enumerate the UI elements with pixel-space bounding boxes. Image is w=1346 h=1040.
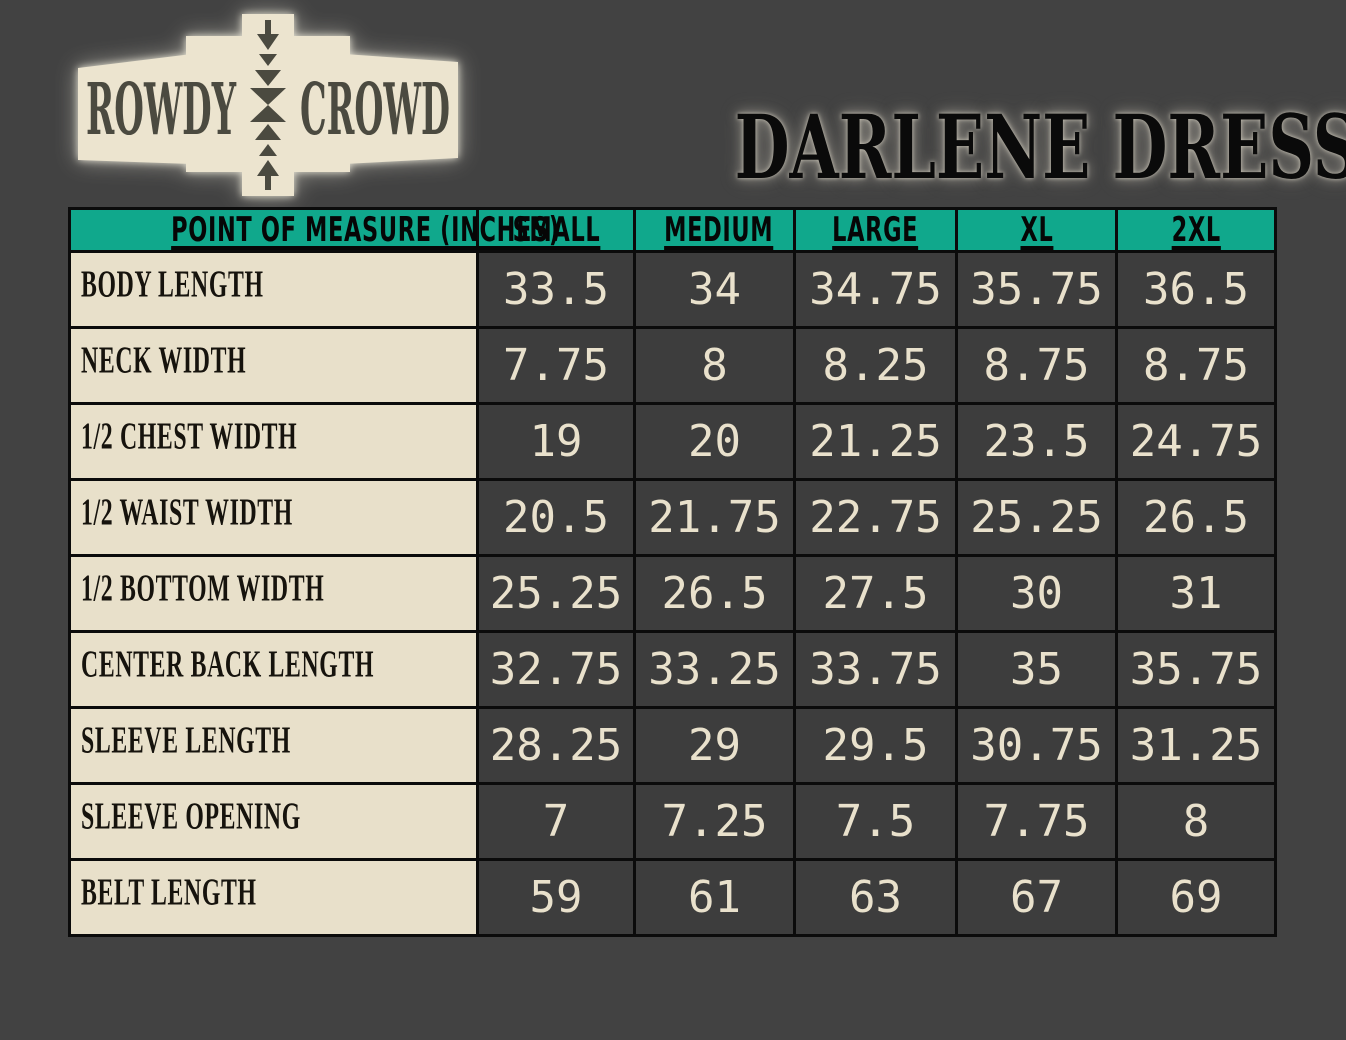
measure-label: NECK WIDTH <box>81 339 247 382</box>
logo-arrow-motif-icon <box>250 20 286 190</box>
size-value-cell: 25.25 <box>476 554 636 633</box>
measure-label-cell: NECK WIDTH <box>68 326 479 405</box>
size-value-cell: 7.75 <box>476 326 636 405</box>
size-value-cell: 7.5 <box>793 782 958 861</box>
column-header-label: MEDIUM <box>664 210 774 250</box>
table-row-half-bottom-width: 1/2 BOTTOM WIDTH 25.25 26.5 27.5 30 31 <box>68 554 1277 633</box>
size-chart-body: BODY LENGTH 33.5 34 34.75 35.75 36.5 NEC… <box>68 250 1277 937</box>
measure-label: 1/2 CHEST WIDTH <box>81 415 298 458</box>
size-value-cell: 30 <box>955 554 1118 633</box>
measure-label: SLEEVE LENGTH <box>81 719 291 762</box>
size-value-cell: 20 <box>633 402 796 481</box>
size-value-cell: 22.75 <box>793 478 958 557</box>
size-value-cell: 8 <box>1115 782 1277 861</box>
size-value-cell: 19 <box>476 402 636 481</box>
column-header-small: SMALL <box>476 207 636 253</box>
size-value-cell: 8.25 <box>793 326 958 405</box>
measure-label-cell: 1/2 CHEST WIDTH <box>68 402 479 481</box>
size-value-cell: 21.25 <box>793 402 958 481</box>
table-row-sleeve-opening: SLEEVE OPENING 7 7.25 7.5 7.75 8 <box>68 782 1277 861</box>
size-value-cell: 34 <box>633 250 796 329</box>
size-value-cell: 27.5 <box>793 554 958 633</box>
size-value-cell: 36.5 <box>1115 250 1277 329</box>
table-row-body-length: BODY LENGTH 33.5 34 34.75 35.75 36.5 <box>68 250 1277 329</box>
measure-label: BELT LENGTH <box>81 871 257 914</box>
measure-label: 1/2 BOTTOM WIDTH <box>81 567 325 610</box>
table-row-center-back-length: CENTER BACK LENGTH 32.75 33.25 33.75 35 … <box>68 630 1277 709</box>
size-value-cell: 33.25 <box>633 630 796 709</box>
measure-label-cell: 1/2 WAIST WIDTH <box>68 478 479 557</box>
column-header-label: LARGE <box>832 210 919 250</box>
measure-label-cell: 1/2 BOTTOM WIDTH <box>68 554 479 633</box>
rowdy-crowd-logo-graphic: ROWDY CROWD <box>78 14 458 196</box>
size-value-cell: 29.5 <box>793 706 958 785</box>
table-row-half-waist-width: 1/2 WAIST WIDTH 20.5 21.75 22.75 25.25 2… <box>68 478 1277 557</box>
measure-label-cell: SLEEVE LENGTH <box>68 706 479 785</box>
size-value-cell: 34.75 <box>793 250 958 329</box>
column-header-large: LARGE <box>793 207 958 253</box>
size-value-cell: 61 <box>633 858 796 937</box>
size-value-cell: 8.75 <box>1115 326 1277 405</box>
size-value-cell: 20.5 <box>476 478 636 557</box>
table-row-belt-length: BELT LENGTH 59 61 63 67 69 <box>68 858 1277 937</box>
measure-label: BODY LENGTH <box>81 263 264 306</box>
header-row: POINT OF MEASURE (INCHES) SMALL MEDIUM L… <box>68 207 1277 253</box>
size-value-cell: 7.25 <box>633 782 796 861</box>
size-value-cell: 21.75 <box>633 478 796 557</box>
column-header-xl: XL <box>955 207 1118 253</box>
size-value-cell: 30.75 <box>955 706 1118 785</box>
measure-label-cell: BELT LENGTH <box>68 858 479 937</box>
table-row-neck-width: NECK WIDTH 7.75 8 8.25 8.75 8.75 <box>68 326 1277 405</box>
column-header-label: POINT OF MEASURE (INCHES) <box>171 210 560 250</box>
column-header-label: XL <box>1020 210 1053 250</box>
size-value-cell: 24.75 <box>1115 402 1277 481</box>
size-value-cell: 28.25 <box>476 706 636 785</box>
product-title: DARLENE DRESS <box>734 95 1346 199</box>
size-value-cell: 29 <box>633 706 796 785</box>
column-header-point-of-measure: POINT OF MEASURE (INCHES) <box>68 207 559 253</box>
size-value-cell: 8 <box>633 326 796 405</box>
measure-label-cell: CENTER BACK LENGTH <box>68 630 479 709</box>
size-chart-table: POINT OF MEASURE (INCHES) SMALL MEDIUM L… <box>68 207 1277 937</box>
logo-banner-shape <box>78 14 458 196</box>
size-value-cell: 26.5 <box>633 554 796 633</box>
size-chart-header: POINT OF MEASURE (INCHES) SMALL MEDIUM L… <box>68 207 1277 253</box>
size-value-cell: 8.75 <box>955 326 1118 405</box>
column-header-label: 2XL <box>1171 210 1221 250</box>
column-header-medium: MEDIUM <box>633 207 796 253</box>
size-value-cell: 7 <box>476 782 636 861</box>
size-value-cell: 59 <box>476 858 636 937</box>
size-value-cell: 25.25 <box>955 478 1118 557</box>
table-row-sleeve-length: SLEEVE LENGTH 28.25 29 29.5 30.75 31.25 <box>68 706 1277 785</box>
column-header-2xl: 2XL <box>1115 207 1277 253</box>
size-value-cell: 31 <box>1115 554 1277 633</box>
size-value-cell: 35.75 <box>1115 630 1277 709</box>
measure-label-cell: SLEEVE OPENING <box>68 782 479 861</box>
size-value-cell: 26.5 <box>1115 478 1277 557</box>
size-value-cell: 7.75 <box>955 782 1118 861</box>
size-value-cell: 63 <box>793 858 958 937</box>
measure-label: 1/2 WAIST WIDTH <box>81 491 293 534</box>
size-value-cell: 31.25 <box>1115 706 1277 785</box>
size-value-cell: 67 <box>955 858 1118 937</box>
size-value-cell: 33.75 <box>793 630 958 709</box>
size-value-cell: 32.75 <box>476 630 636 709</box>
size-value-cell: 23.5 <box>955 402 1118 481</box>
size-value-cell: 69 <box>1115 858 1277 937</box>
logo-word-rowdy: ROWDY <box>86 67 237 151</box>
size-value-cell: 33.5 <box>476 250 636 329</box>
measure-label-cell: BODY LENGTH <box>68 250 479 329</box>
measure-label: SLEEVE OPENING <box>81 795 301 838</box>
measure-label: CENTER BACK LENGTH <box>81 643 375 686</box>
size-value-cell: 35.75 <box>955 250 1118 329</box>
logo-word-crowd: CROWD <box>300 67 450 151</box>
size-value-cell: 35 <box>955 630 1118 709</box>
table-row-half-chest-width: 1/2 CHEST WIDTH 19 20 21.25 23.5 24.75 <box>68 402 1277 481</box>
column-header-label: SMALL <box>512 210 600 250</box>
rowdy-crowd-logo: ROWDY CROWD <box>72 12 464 198</box>
